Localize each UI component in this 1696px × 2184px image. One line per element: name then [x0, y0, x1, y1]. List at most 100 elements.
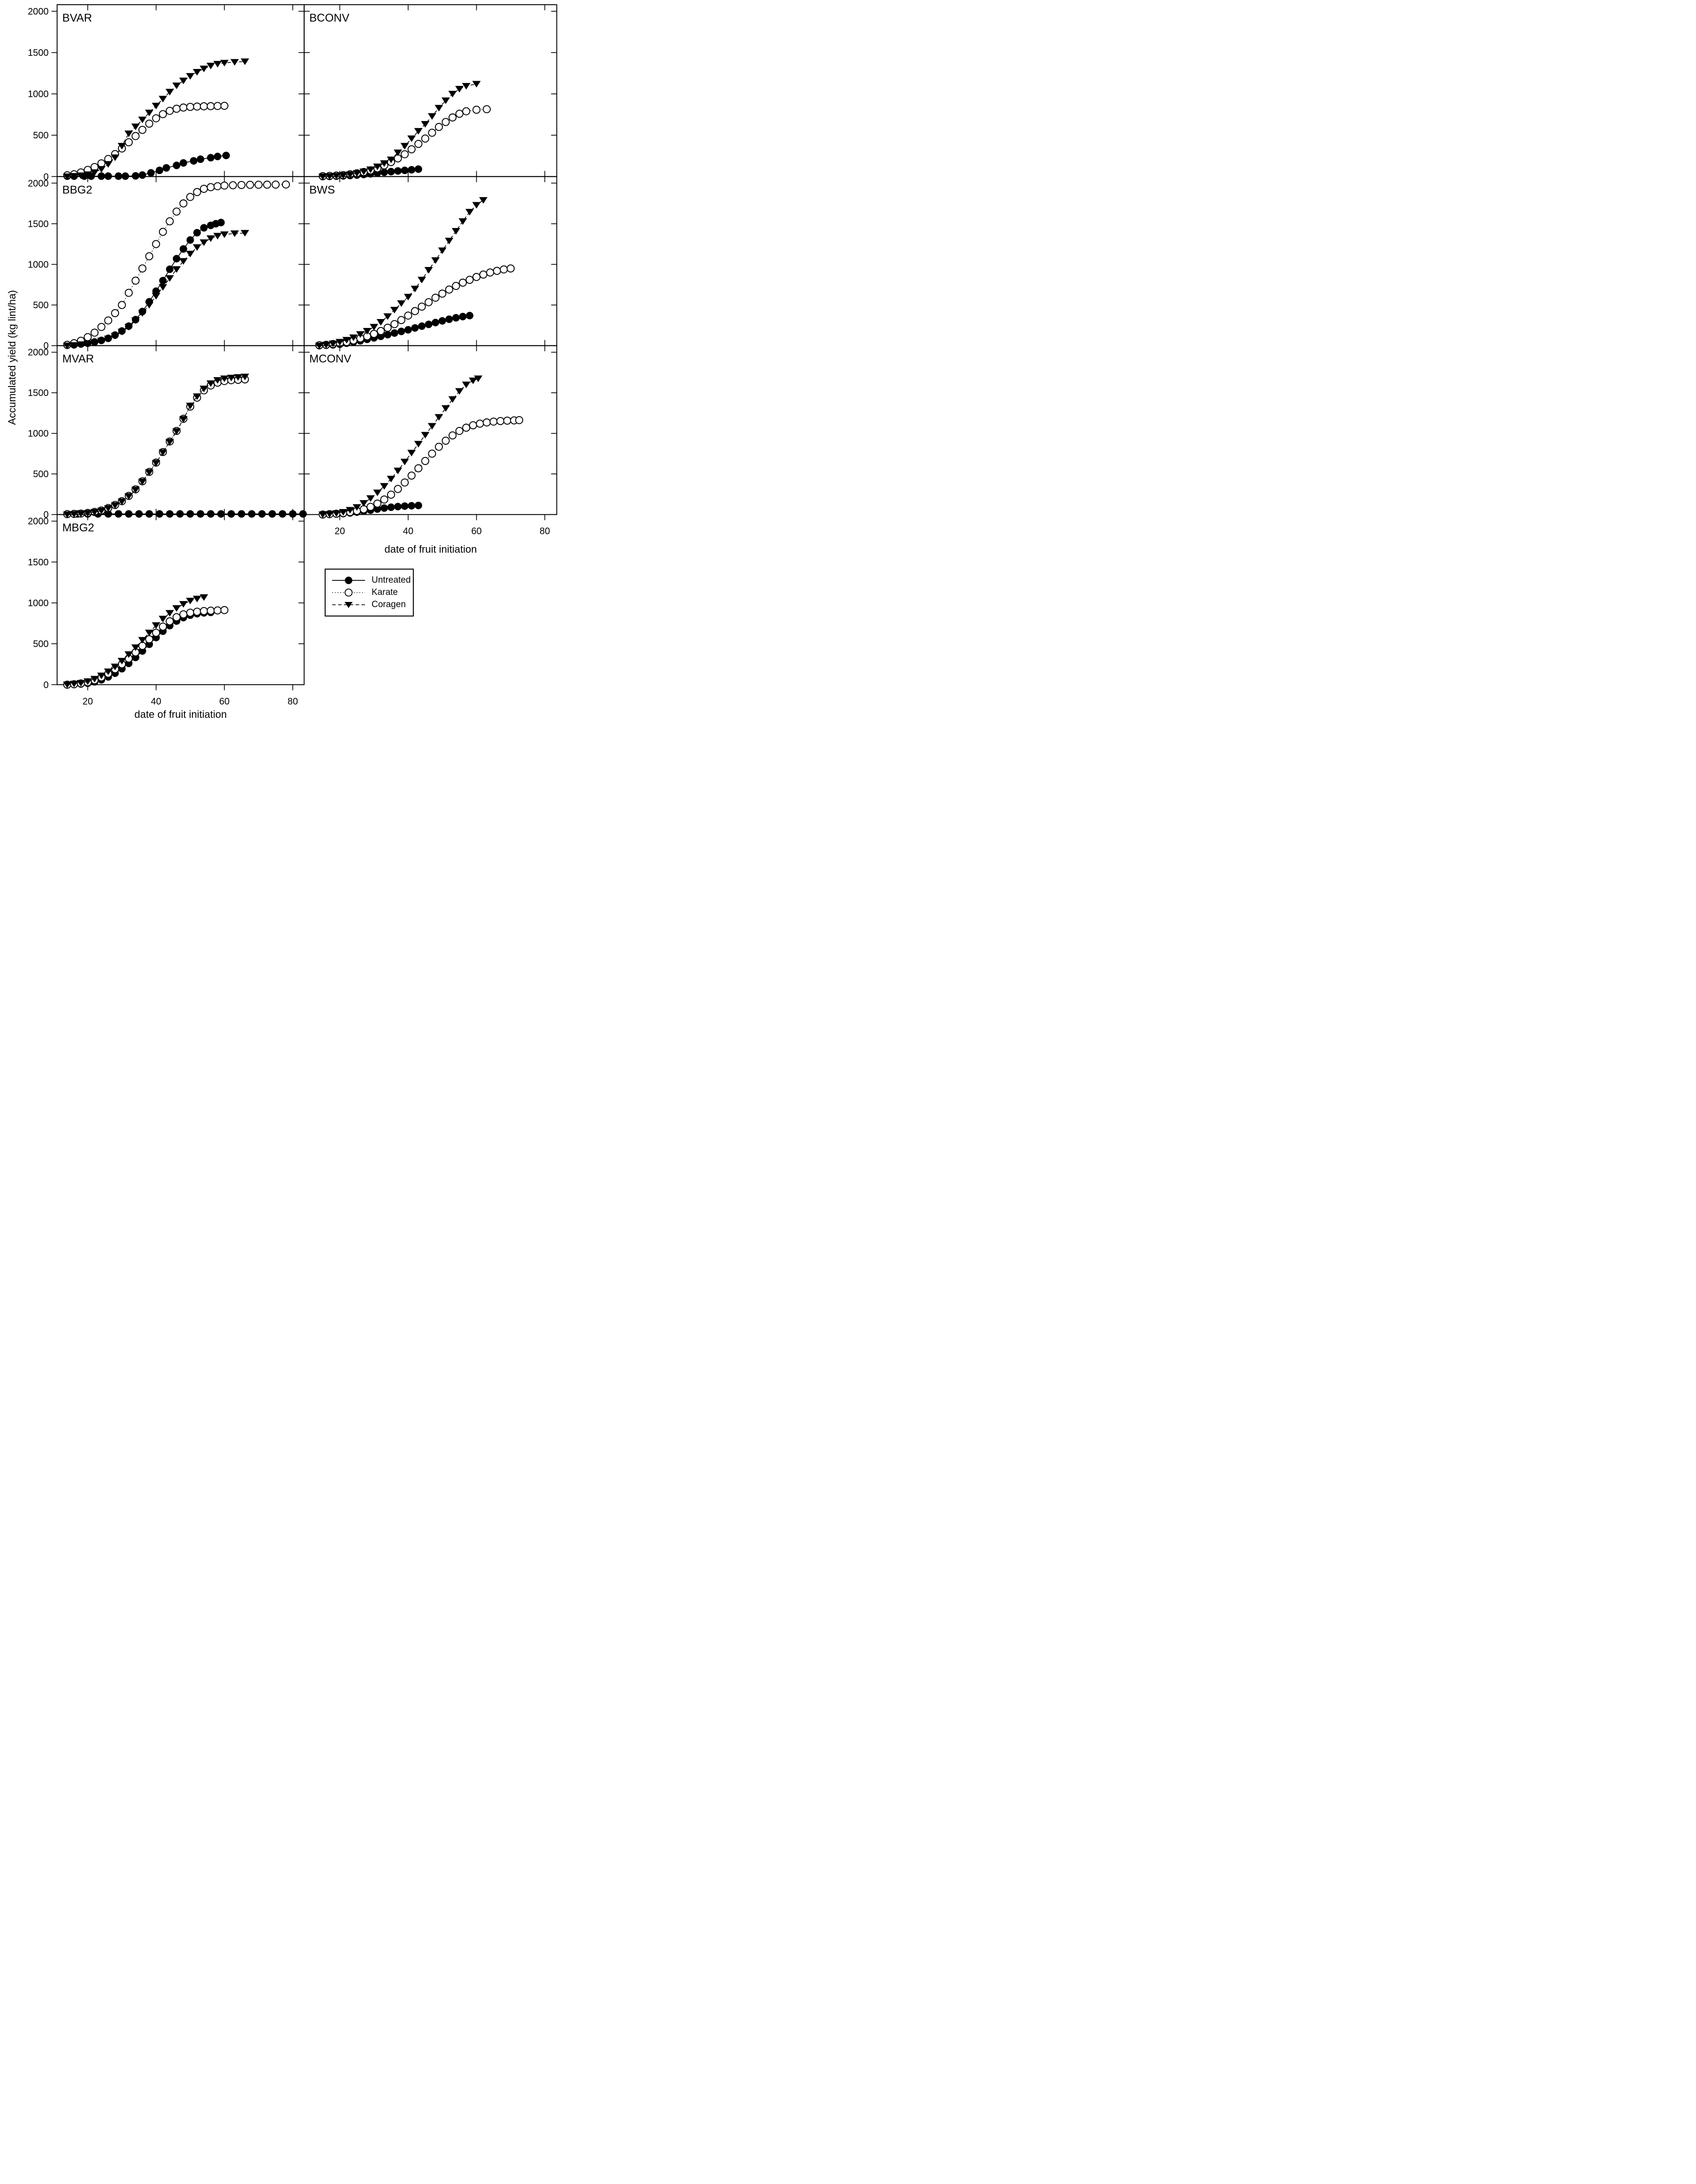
- marker-filled-circle: [217, 219, 225, 227]
- marker-open-circle: [228, 181, 237, 190]
- marker-filled-circle: [411, 324, 419, 332]
- marker-filled-circle: [155, 510, 163, 518]
- x-tick-label: 40: [403, 526, 413, 537]
- marker-filled-triangle-down: [117, 498, 126, 505]
- marker-filled-circle: [414, 502, 422, 510]
- marker-filled-triangle-down: [213, 233, 222, 240]
- marker-open-circle: [366, 502, 375, 511]
- marker-open-circle: [462, 424, 471, 432]
- marker-filled-triangle-down: [241, 58, 250, 65]
- marker-filled-triangle-down: [206, 235, 215, 242]
- marker-filled-circle: [445, 315, 453, 323]
- series-line: [319, 268, 511, 346]
- marker-filled-triangle-down: [97, 166, 106, 173]
- marker-filled-triangle-down: [76, 510, 85, 517]
- marker-filled-circle: [248, 510, 256, 518]
- marker-filled-triangle-down: [206, 380, 215, 387]
- marker-open-circle: [166, 617, 174, 625]
- filled-triangle-down-icon: [332, 602, 365, 608]
- marker-open-circle: [220, 606, 228, 614]
- marker-filled-circle: [217, 510, 225, 518]
- marker-filled-circle: [373, 505, 381, 513]
- marker-open-circle: [186, 103, 195, 111]
- marker-filled-circle: [155, 167, 163, 175]
- marker-filled-triangle-down: [84, 510, 92, 517]
- panel-mvar: 0 500 1000 1500 2000 MVAR: [28, 345, 307, 520]
- marker-open-circle: [418, 303, 426, 311]
- marker-open-circle: [166, 107, 174, 115]
- marker-filled-triangle-down: [138, 479, 147, 486]
- marker-open-circle: [462, 107, 471, 115]
- multi-panel-yield-chart: 0 500 1000 1500 2000 BVAR BCONV 0 500 1000 1500 200…: [0, 0, 565, 728]
- series-karate: [63, 375, 249, 518]
- marker-open-circle: [411, 307, 419, 315]
- marker-filled-triangle-down: [199, 594, 208, 601]
- marker-filled-triangle-down: [400, 143, 409, 150]
- marker-filled-triangle-down: [376, 319, 385, 326]
- marker-filled-triangle-down: [414, 441, 423, 448]
- marker-filled-triangle-down: [172, 428, 181, 435]
- marker-filled-triangle-down: [359, 500, 368, 507]
- panel-title: BBG2: [62, 183, 92, 196]
- marker-open-circle: [496, 417, 505, 425]
- marker-filled-triangle-down: [448, 91, 457, 98]
- series-line: [322, 108, 487, 177]
- marker-filled-triangle-down: [431, 257, 440, 264]
- marker-filled-triangle-down: [206, 62, 215, 69]
- marker-filled-triangle-down: [434, 105, 443, 112]
- marker-filled-triangle-down: [438, 247, 447, 254]
- marker-open-circle: [428, 449, 436, 458]
- marker-filled-triangle-down: [97, 337, 106, 344]
- marker-filled-circle: [268, 510, 276, 518]
- marker-filled-triangle-down: [152, 460, 160, 467]
- marker-open-circle: [172, 105, 181, 113]
- marker-open-circle: [441, 436, 450, 445]
- marker-filled-circle: [380, 504, 388, 512]
- y-tick-label: 500: [33, 300, 48, 311]
- legend-item-coragen: Coragen: [331, 599, 413, 611]
- series-karate: [315, 264, 515, 350]
- marker-open-circle: [124, 289, 133, 297]
- marker-open-circle: [441, 118, 450, 126]
- marker-open-circle: [421, 134, 429, 143]
- marker-filled-circle: [387, 503, 395, 511]
- marker-open-circle: [172, 207, 181, 216]
- marker-filled-triangle-down: [90, 169, 99, 176]
- marker-filled-triangle-down: [199, 386, 208, 393]
- marker-filled-triangle-down: [380, 483, 388, 490]
- marker-open-circle: [449, 431, 457, 440]
- marker-open-circle: [370, 330, 378, 338]
- marker-open-circle: [401, 478, 409, 487]
- panel-border: [56, 514, 305, 685]
- y-tick-label: 1000: [28, 89, 49, 99]
- marker-open-circle: [434, 442, 443, 451]
- panel-bbg2: 0 500 1000 1500 2000 BBG2: [28, 176, 305, 351]
- series-karate: [63, 101, 228, 180]
- marker-filled-triangle-down: [352, 504, 361, 511]
- y-tick-label: 2000: [28, 517, 49, 527]
- marker-filled-triangle-down: [152, 293, 160, 300]
- series-untreated: [63, 219, 225, 349]
- panel-border: [56, 4, 305, 177]
- marker-filled-triangle-down: [213, 61, 222, 68]
- marker-filled-circle: [258, 510, 266, 518]
- series-line: [67, 232, 245, 346]
- marker-filled-triangle-down: [193, 595, 202, 602]
- marker-filled-circle: [227, 510, 235, 518]
- marker-filled-triangle-down: [179, 258, 188, 265]
- marker-filled-triangle-down: [448, 396, 457, 403]
- marker-filled-circle: [159, 277, 167, 285]
- marker-filled-triangle-down: [90, 509, 99, 516]
- marker-filled-circle: [207, 154, 215, 162]
- marker-filled-circle: [387, 167, 395, 175]
- marker-filled-circle: [186, 510, 194, 518]
- marker-filled-triangle-down: [434, 414, 443, 421]
- marker-filled-circle: [173, 255, 181, 263]
- series-coragen: [318, 375, 483, 518]
- marker-open-circle: [455, 426, 464, 435]
- marker-open-circle: [407, 472, 416, 480]
- marker-filled-circle: [222, 152, 230, 160]
- marker-filled-circle: [404, 326, 412, 334]
- marker-filled-triangle-down: [117, 328, 126, 335]
